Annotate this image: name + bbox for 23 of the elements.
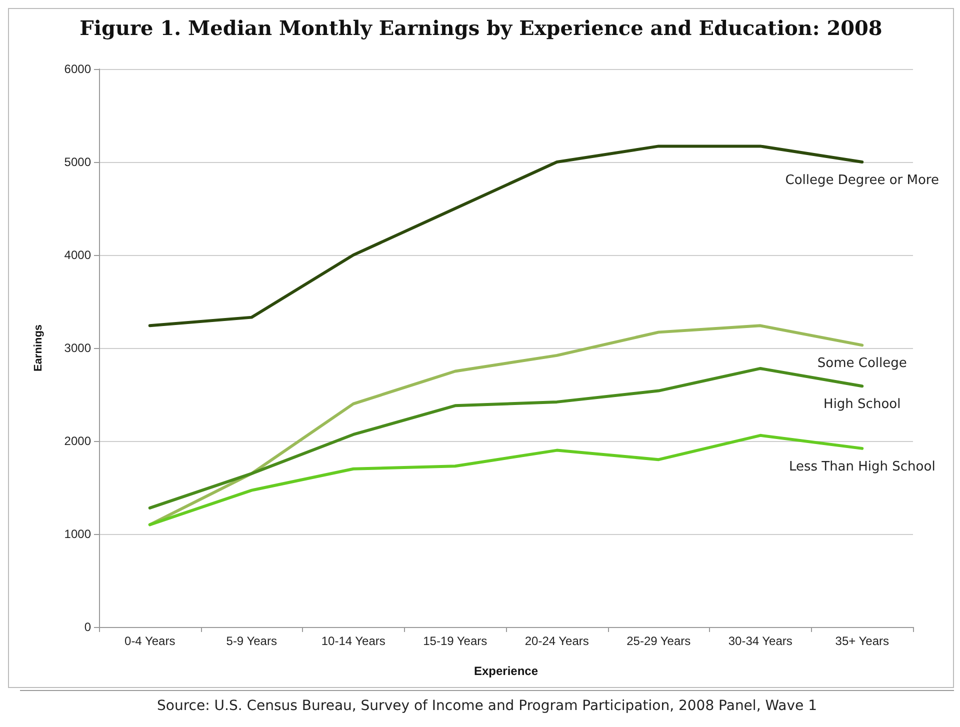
- x-tick-label: 0-4 Years: [124, 634, 176, 648]
- y-tick-label: 5000: [64, 155, 92, 169]
- series-label: College Degree or More: [785, 173, 939, 188]
- y-axis-title: Earnings: [32, 324, 44, 372]
- x-tick-label: 15-19 Years: [423, 634, 488, 648]
- y-tick-label: 3000: [64, 341, 92, 355]
- source-note: Source: U.S. Census Bureau, Survey of Income and Program Participation, 2008 Panel, Wave 1: [20, 690, 954, 721]
- y-tick-label: 1000: [64, 527, 92, 541]
- series-label: Less Than High School: [788, 459, 936, 474]
- x-tick-label: 5-9 Years: [226, 634, 277, 648]
- x-tick-label: 30-34 Years: [728, 634, 792, 648]
- x-tick-label: 35+ Years: [835, 634, 889, 648]
- x-tick-label: 25-29 Years: [626, 634, 691, 648]
- chart-title: Figure 1. Median Monthly Earnings by Experience and Education: 2008: [80, 16, 882, 40]
- x-axis-title: Experience: [474, 664, 538, 678]
- series-label: High School: [824, 397, 901, 412]
- x-tick-label: 10-14 Years: [321, 634, 386, 648]
- y-tick-label: 4000: [64, 248, 92, 262]
- series-label: Some College: [817, 356, 907, 372]
- y-tick-label: 0: [84, 620, 92, 634]
- y-tick-label: 6000: [64, 62, 92, 76]
- y-tick-label: 2000: [64, 434, 92, 448]
- x-tick-label: 20-24 Years: [524, 634, 589, 648]
